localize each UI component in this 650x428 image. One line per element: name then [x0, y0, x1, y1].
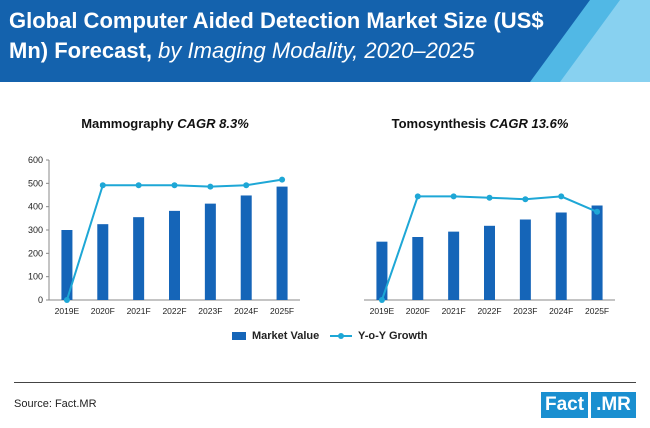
x-tick-label: 2023F	[198, 306, 222, 316]
point-yoy-growth	[207, 183, 214, 190]
bar-market-value	[519, 219, 531, 300]
point-yoy-growth	[450, 193, 457, 200]
bar-market-value	[133, 217, 145, 300]
bar-market-value	[240, 195, 252, 300]
legend-label: Market Value	[252, 330, 320, 342]
chart-plot: 2019E 2020F 2021F 2022F 2023F 2024F 2025F	[364, 193, 615, 316]
legend-item-yoy-growth: Y-o-Y Growth	[330, 330, 427, 342]
point-yoy-growth	[279, 176, 286, 183]
logo-text-right: .MR	[588, 392, 636, 418]
chart-cagr: CAGR 13.6%	[489, 116, 569, 131]
x-tick-label: 2020F	[406, 306, 430, 316]
y-tick-label: 400	[28, 202, 43, 212]
bar-market-value	[412, 237, 424, 300]
y-tick-label: 600	[28, 155, 43, 165]
y-tick-label: 200	[28, 248, 43, 258]
factmr-logo[interactable]: Fact .MR	[541, 392, 636, 418]
bar-market-value	[61, 230, 73, 300]
chart-title: Mammography CAGR 8.3%	[15, 116, 315, 131]
page-title: Global Computer Aided Detection Market S…	[9, 6, 569, 66]
x-tick-label: 2022F	[162, 306, 186, 316]
point-yoy-growth	[63, 297, 70, 303]
point-yoy-growth	[378, 297, 385, 303]
y-tick-label: 100	[28, 272, 43, 282]
x-tick-label: 2019E	[370, 306, 395, 316]
point-yoy-growth	[414, 193, 421, 200]
point-yoy-growth	[99, 182, 106, 189]
point-yoy-growth	[558, 193, 565, 200]
chart-tomosynthesis: Tomosynthesis CAGR 13.6% 2019E 2020F 2021F…	[330, 110, 630, 335]
x-tick-label: 2023F	[513, 306, 537, 316]
bar-market-value	[276, 186, 288, 300]
bar-market-value	[555, 212, 567, 300]
header-banner: Global Computer Aided Detection Market S…	[0, 0, 650, 82]
point-yoy-growth	[522, 196, 529, 203]
source-note: Source: Fact.MR	[14, 398, 97, 410]
bar-market-value	[591, 205, 603, 300]
x-tick-label: 2020F	[91, 306, 115, 316]
bar-market-value	[204, 203, 216, 300]
chart-mammography: Mammography CAGR 8.3% 0 100 200 300 400 500 60…	[15, 110, 315, 335]
chart-plot: 0 100 200 300 400 500 600 2019E 2020F 2021F 2022F 2…	[28, 155, 300, 316]
title-sub: by Imaging Modality, 2020–2025	[158, 38, 475, 63]
y-tick-label: 300	[28, 225, 43, 235]
x-tick-label: 2022F	[477, 306, 501, 316]
chart-title-text: Mammography	[81, 116, 174, 131]
point-yoy-growth	[486, 194, 493, 201]
x-tick-label: 2024F	[234, 306, 258, 316]
y-tick-label: 0	[38, 295, 43, 305]
title-main: Global Computer Aided Detection Market S…	[9, 8, 544, 63]
point-yoy-growth	[135, 182, 142, 189]
logo-text-left: Fact	[541, 392, 589, 418]
bar-market-value	[97, 224, 109, 300]
x-tick-label: 2021F	[442, 306, 466, 316]
x-tick-label: 2025F	[270, 306, 294, 316]
legend-item-market-value: Market Value	[232, 330, 319, 342]
y-tick-label: 500	[28, 178, 43, 188]
x-tick-label: 2025F	[585, 306, 609, 316]
bar-market-value	[484, 225, 495, 300]
chart-title: Tomosynthesis CAGR 13.6%	[330, 116, 630, 131]
line-marker-icon	[330, 331, 352, 341]
bar-market-value	[376, 241, 388, 300]
x-tick-label: 2019E	[55, 306, 80, 316]
chart-legend: Market Value Y-o-Y Growth	[0, 330, 650, 350]
point-yoy-growth	[594, 208, 601, 215]
bar-swatch-icon	[232, 332, 246, 340]
legend-label: Y-o-Y Growth	[358, 330, 428, 342]
point-yoy-growth	[243, 182, 250, 189]
x-tick-label: 2021F	[127, 306, 151, 316]
x-tick-label: 2024F	[549, 306, 573, 316]
banner-background	[0, 0, 650, 82]
point-yoy-growth	[171, 182, 178, 189]
footer-divider	[14, 382, 636, 383]
bar-market-value	[448, 231, 460, 300]
bar-market-value	[169, 210, 180, 300]
chart-cagr: CAGR 8.3%	[177, 116, 249, 131]
chart-title-text: Tomosynthesis	[391, 116, 486, 131]
